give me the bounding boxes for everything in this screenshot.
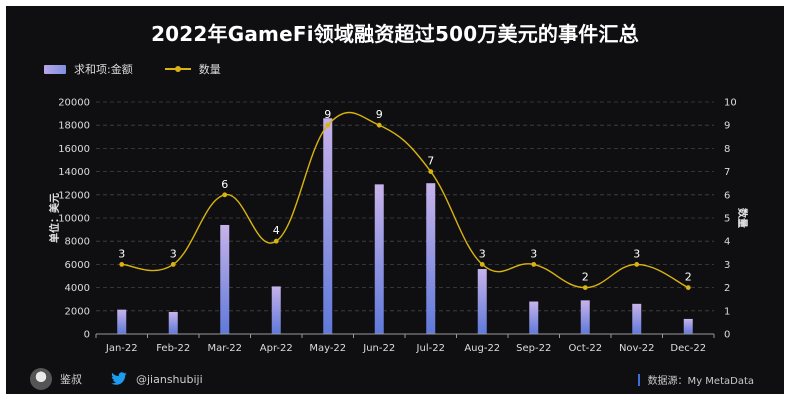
bar — [632, 303, 642, 334]
count-point — [531, 262, 537, 267]
grid-lines — [96, 101, 714, 312]
bar — [374, 184, 384, 334]
count-point — [222, 192, 228, 198]
count-data-label: 2 — [685, 271, 692, 284]
x-tick-label: Apr-22 — [260, 343, 293, 354]
legend-item-amount[interactable]: 求和项:金额 — [44, 61, 133, 77]
legend-item-count[interactable]: 数量 — [164, 61, 221, 77]
count-data-label: 4 — [273, 224, 280, 237]
y-tick-label-left: 2000 — [65, 306, 90, 317]
chart-title: 2022年GameFi领域融资超过500万美元的事件汇总 — [151, 22, 639, 46]
footer-source: 数据源：My MetaData — [637, 372, 754, 387]
count-point — [634, 262, 640, 267]
y-tick-label-right: 9 — [724, 121, 730, 132]
count-point — [685, 285, 691, 290]
x-tick-label: Dec-22 — [670, 343, 706, 354]
chart-frame — [6, 6, 784, 394]
bar — [220, 224, 230, 334]
bar — [168, 311, 178, 334]
y-tick-label-left: 4000 — [65, 283, 90, 294]
y-tick-label-right: 6 — [724, 190, 730, 201]
source-marker — [637, 373, 640, 386]
x-tick-label: Jan-22 — [105, 343, 138, 354]
bar — [529, 301, 539, 334]
bar — [426, 183, 436, 334]
count-point — [325, 122, 331, 128]
y-tick-label-left: 0 — [84, 330, 90, 341]
legend-line-swatch-icon — [164, 64, 191, 74]
count-point — [376, 122, 382, 128]
y-tick-label-right: 0 — [724, 330, 730, 341]
y-tick-label-right: 3 — [724, 260, 730, 271]
count-point — [119, 262, 125, 267]
count-data-label: 7 — [427, 155, 434, 168]
bar — [271, 286, 281, 334]
y-tick-label-right: 4 — [724, 237, 730, 248]
count-data-label: 2 — [582, 271, 589, 284]
count-data-label: 3 — [118, 247, 125, 260]
y-tick-label-left: 18000 — [58, 121, 90, 132]
x-tick-label: Nov-22 — [619, 343, 655, 354]
y-axis-label-left: 单位：美元 — [48, 193, 61, 243]
y-axis-label-right: 数量 — [736, 208, 749, 228]
y-axis-right: 0 1 2 3 4 5 6 7 8 9 10 — [724, 98, 737, 341]
count-data-label: 3 — [530, 247, 537, 260]
y-tick-label-left: 12000 — [58, 190, 90, 201]
bar — [323, 118, 333, 335]
bar — [683, 318, 693, 334]
count-point — [273, 238, 279, 244]
x-tick-label: Oct-22 — [568, 343, 602, 354]
twitter-bird-icon — [111, 372, 127, 385]
y-tick-label-left: 10000 — [58, 214, 90, 225]
bar — [117, 309, 127, 334]
bar — [477, 269, 487, 334]
y-tick-label-right: 1 — [724, 306, 730, 317]
y-tick-label-right: 10 — [724, 98, 737, 109]
x-tick-label: Jul-22 — [416, 343, 445, 354]
x-axis: Jan-22 Feb-22 Mar-22 Apr-22 May-22 Jun-22 Jul-… — [95, 333, 715, 354]
y-tick-label-right: 2 — [724, 283, 730, 294]
x-tick-label: Mar-22 — [207, 343, 242, 354]
y-tick-label-right: 5 — [724, 214, 730, 225]
legend-bar-swatch-icon — [44, 64, 66, 74]
y-tick-label-left: 16000 — [58, 144, 90, 155]
y-tick-label-right: 7 — [724, 167, 730, 178]
count-data-label: 3 — [479, 247, 486, 260]
y-tick-label-left: 8000 — [65, 237, 90, 248]
bar-series — [117, 118, 693, 335]
x-tick-label: Jun-22 — [362, 343, 395, 354]
avatar-icon — [30, 368, 52, 390]
count-point — [170, 262, 176, 267]
count-data-label: 6 — [221, 178, 228, 191]
footer-author: 鉴叔 @jianshubiji — [30, 368, 203, 390]
count-line — [121, 111, 689, 289]
y-tick-label-right: 8 — [724, 144, 730, 155]
legend-label-count: 数量 — [198, 63, 221, 76]
source-text: 数据源：My MetaData — [647, 376, 754, 387]
x-tick-label: Aug-22 — [464, 343, 500, 354]
count-data-label: 9 — [324, 108, 331, 121]
count-point — [428, 169, 434, 175]
legend: 求和项:金额 数量 — [44, 60, 243, 78]
count-data-label: 3 — [633, 247, 640, 260]
y-tick-label-left: 14000 — [58, 167, 90, 178]
bar — [580, 300, 590, 334]
y-tick-label-left: 20000 — [58, 98, 90, 109]
x-tick-label: Feb-22 — [156, 343, 190, 354]
line-series: 3 3 6 4 9 9 7 3 3 2 3 2 — [118, 108, 692, 290]
author-handle[interactable]: @jianshubiji — [136, 372, 203, 386]
y-axis-left: 0 2000 4000 6000 8000 10000 12000 14000 16000 180… — [58, 98, 90, 341]
x-tick-label: Sep-22 — [516, 343, 551, 354]
y-tick-label-left: 6000 — [65, 260, 90, 271]
count-point — [582, 285, 588, 290]
count-point — [479, 262, 485, 267]
count-data-label: 9 — [376, 108, 383, 121]
count-data-label: 3 — [170, 247, 177, 260]
x-tick-label: May-22 — [309, 343, 346, 354]
author-name: 鉴叔 — [60, 373, 82, 386]
legend-label-amount: 求和项:金额 — [74, 63, 133, 76]
